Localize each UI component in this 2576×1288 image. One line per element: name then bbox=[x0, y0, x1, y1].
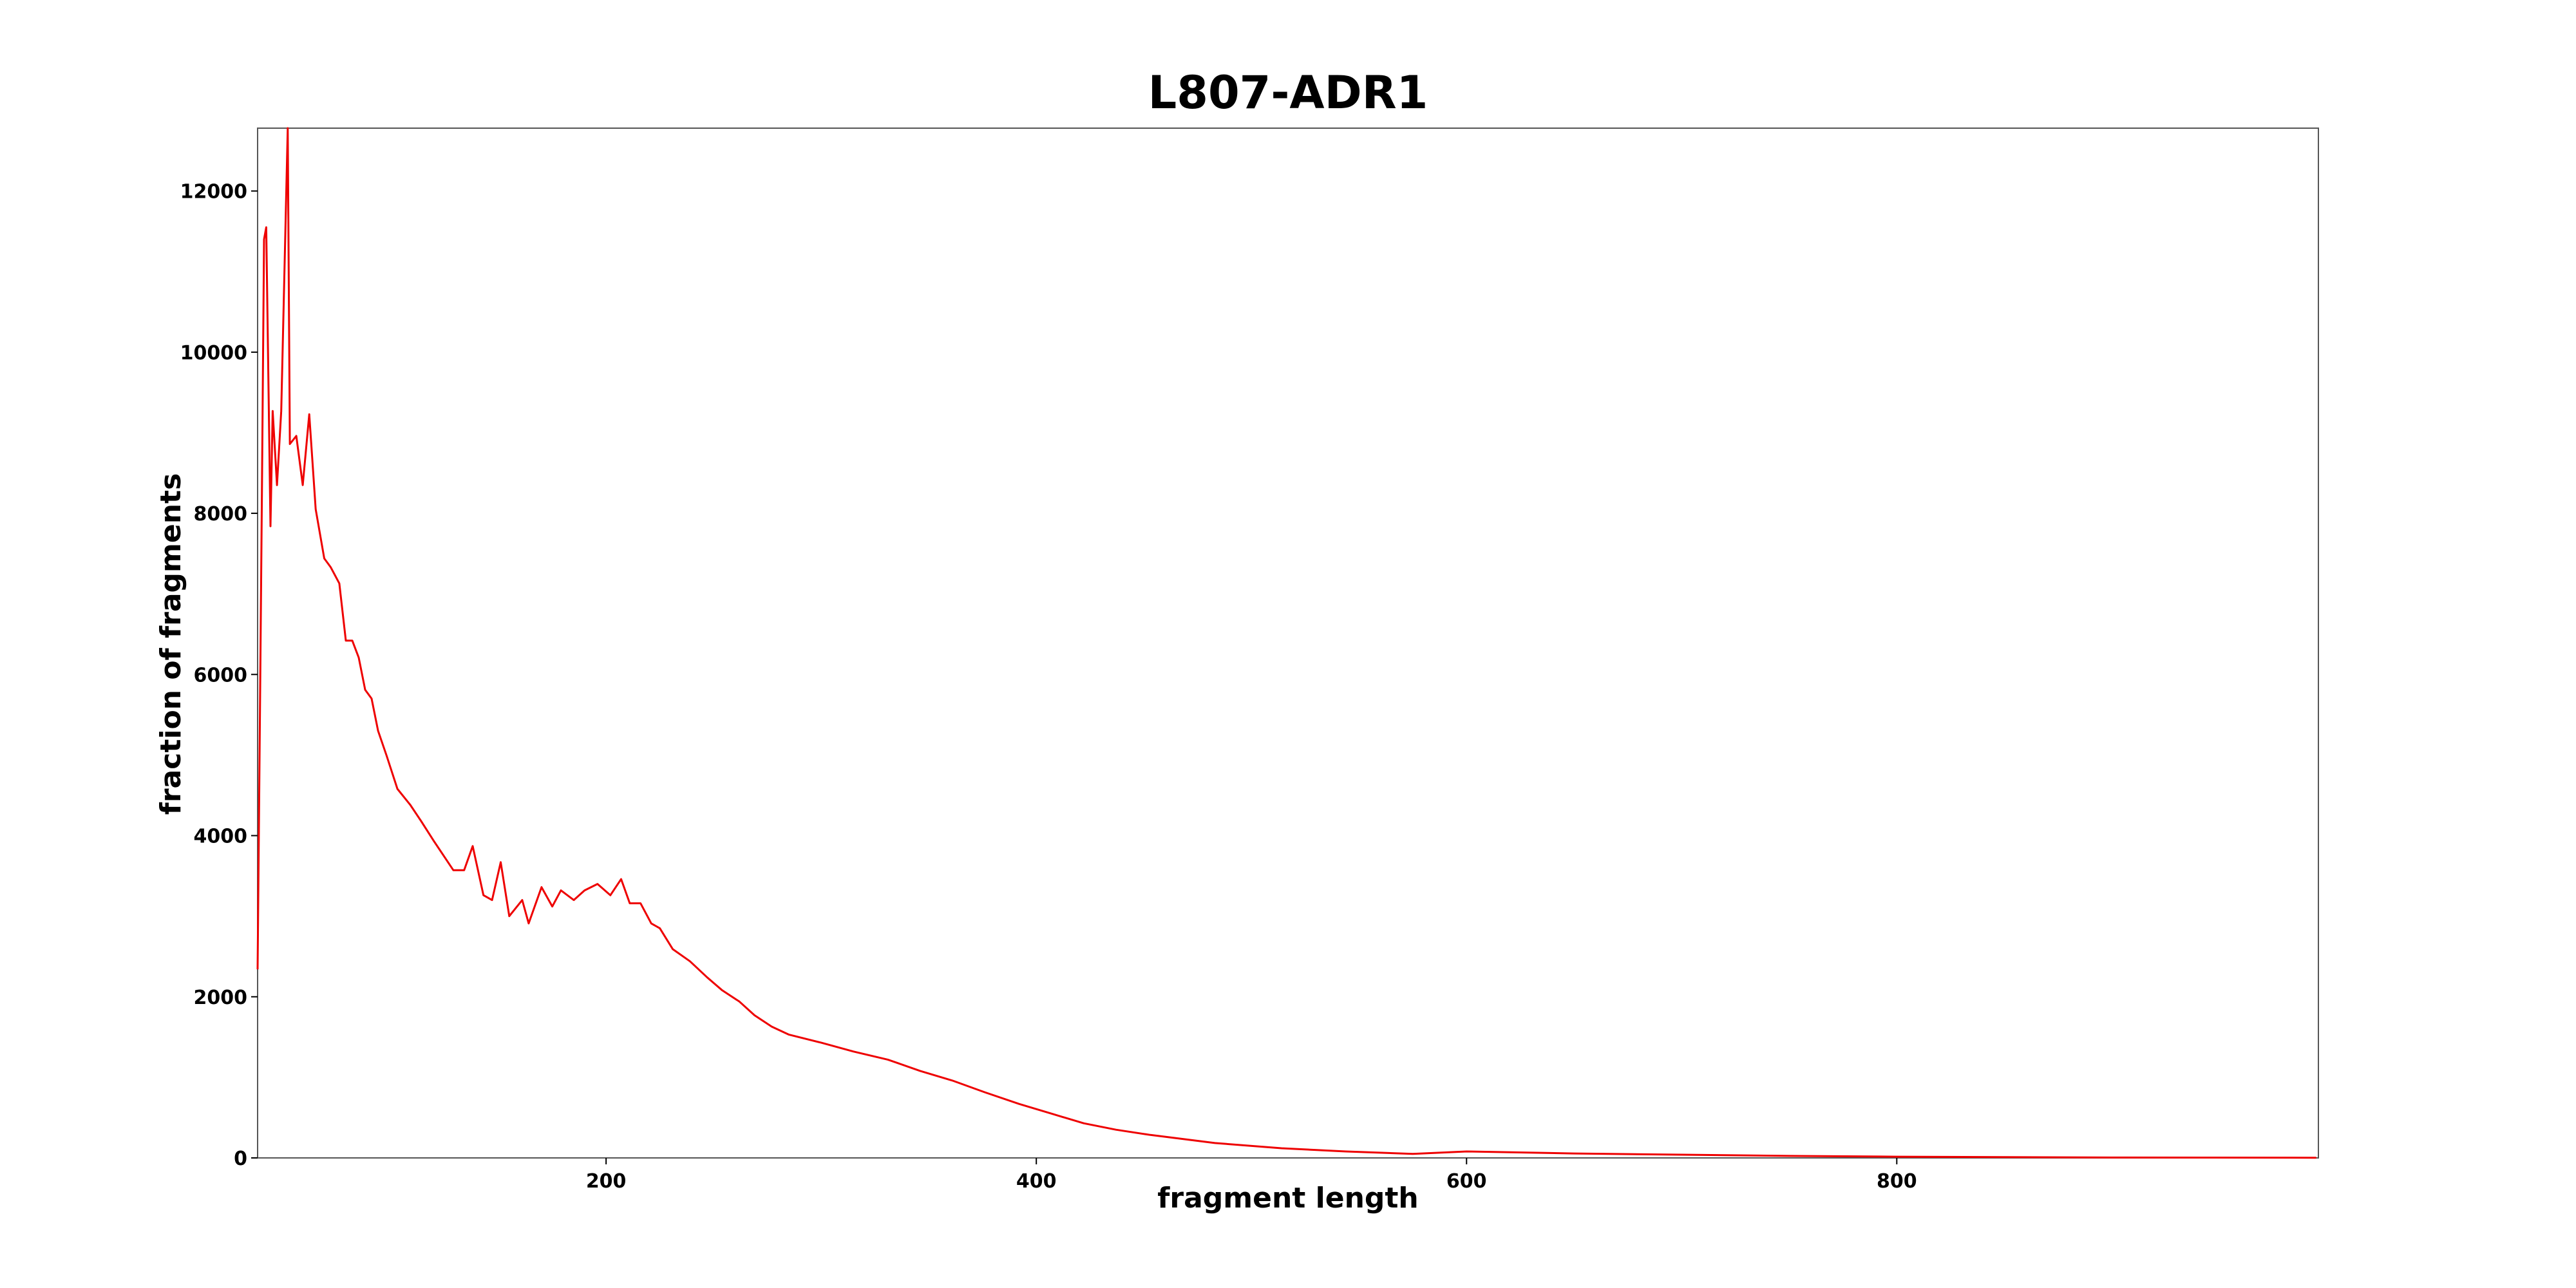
y-tick-label: 2000 bbox=[194, 987, 248, 1009]
y-tick-label: 8000 bbox=[194, 503, 248, 526]
x-tick-label: 800 bbox=[1877, 1170, 1917, 1193]
data-line bbox=[256, 127, 2316, 1159]
plot-frame bbox=[257, 128, 2319, 1159]
y-tick-label: 12000 bbox=[180, 181, 247, 204]
y-tick-label: 0 bbox=[234, 1148, 247, 1170]
y-tick-label: 6000 bbox=[194, 664, 248, 687]
chart-title: L807-ADR1 bbox=[1148, 66, 1428, 119]
x-tick-label: 200 bbox=[586, 1170, 627, 1193]
y-tick-label: 10000 bbox=[180, 342, 247, 365]
x-tick-label: 400 bbox=[1016, 1170, 1057, 1193]
x-tick-label: 600 bbox=[1446, 1170, 1487, 1193]
y-axis-label: fraction of fragments bbox=[155, 473, 187, 815]
y-tick-label: 4000 bbox=[194, 826, 248, 848]
x-axis-label: fragment length bbox=[1157, 1182, 1419, 1215]
